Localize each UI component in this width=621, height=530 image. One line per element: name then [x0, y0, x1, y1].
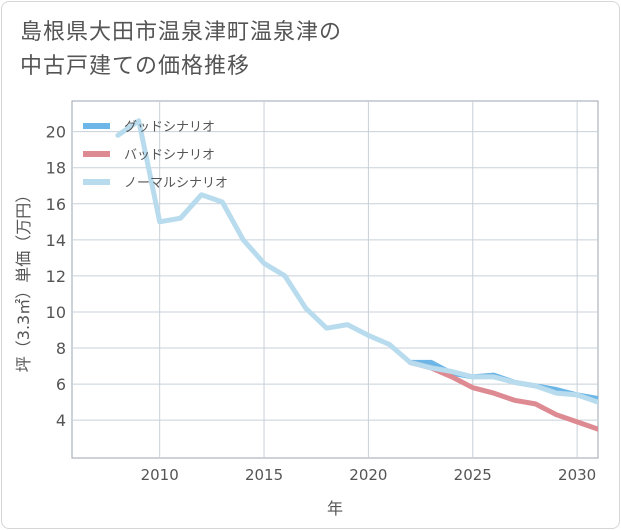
- y-tick-label: 10: [46, 303, 66, 322]
- y-tick-label: 18: [46, 159, 66, 178]
- x-axis-label: 年: [327, 499, 343, 518]
- legend-bad-scenario-label: バッドシナリオ: [124, 148, 215, 163]
- bad-scenario-line: [407, 359, 598, 432]
- y-tick-label: 8: [56, 339, 66, 358]
- x-tick-label: 2025: [454, 466, 492, 484]
- legend-normal-scenario-label: ノーマルシナリオ: [124, 176, 228, 191]
- y-tick-label: 6: [56, 375, 66, 394]
- y-axis-label: 坪（3.3㎡）単価（万円）: [14, 187, 33, 372]
- chart-title: 島根県大田市温泉津町温泉津の 中古戸建ての価格推移: [20, 16, 580, 84]
- y-tick-label: 16: [46, 195, 66, 214]
- y-tick-label: 4: [56, 411, 66, 430]
- y-tick-label: 14: [46, 231, 66, 250]
- x-tick-label: 2020: [349, 466, 387, 484]
- chart-title-line-1: 島根県大田市温泉津町温泉津の: [20, 20, 343, 45]
- x-tick-label: 2010: [141, 466, 179, 484]
- normal-scenario-line: [115, 118, 598, 405]
- chart-title-line-2: 中古戸建ての価格推移: [20, 54, 251, 79]
- x-tick-label: 2030: [558, 466, 596, 484]
- y-tick-label: 20: [46, 123, 66, 142]
- y-tick-label: 12: [46, 267, 66, 286]
- x-tick-label: 2015: [245, 466, 283, 484]
- legend-good-scenario-label: グッドシナリオ: [124, 120, 215, 135]
